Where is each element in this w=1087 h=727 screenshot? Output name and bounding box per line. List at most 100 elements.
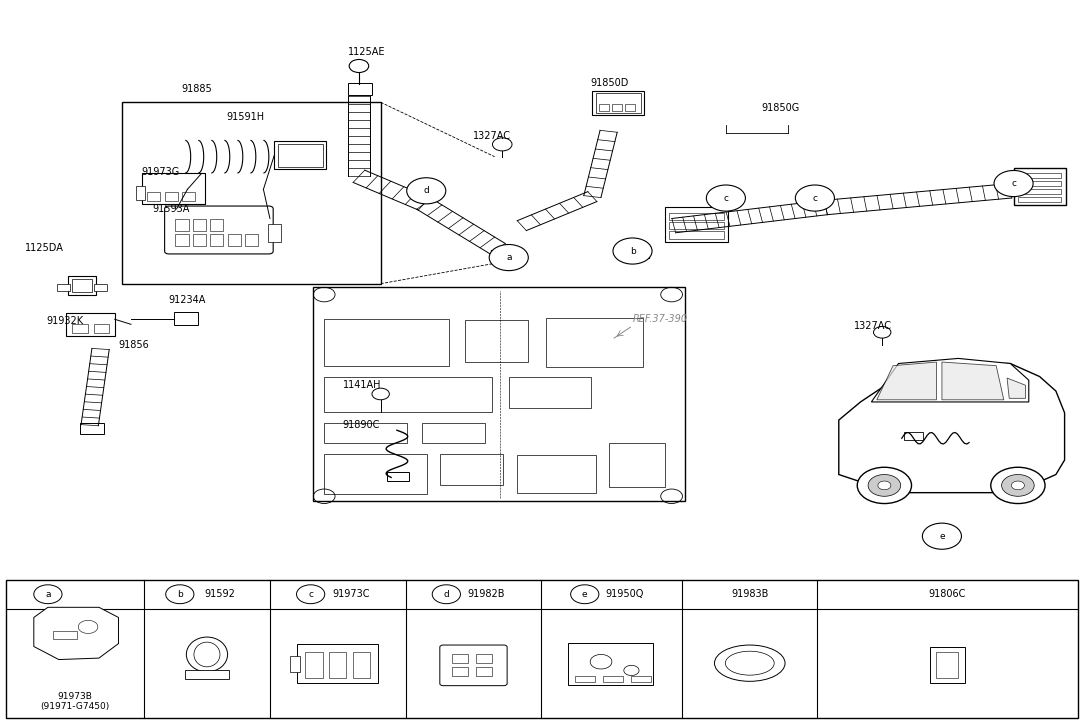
Circle shape (571, 585, 599, 603)
Bar (210, 234, 223, 246)
Bar (66, 313, 115, 336)
Text: 91983B: 91983B (732, 590, 769, 599)
Polygon shape (839, 364, 1064, 493)
Text: b: b (177, 590, 183, 599)
Bar (596, 93, 641, 113)
Text: 1327AC: 1327AC (473, 132, 511, 142)
Bar (267, 224, 280, 241)
Text: 1141AH: 1141AH (342, 380, 382, 390)
Text: 91593A: 91593A (152, 204, 190, 214)
Bar (625, 104, 635, 111)
Bar (210, 219, 223, 230)
Circle shape (34, 585, 62, 603)
Circle shape (990, 467, 1045, 504)
Bar (1017, 196, 1061, 202)
Text: b: b (629, 246, 636, 255)
Text: 91950Q: 91950Q (605, 590, 645, 599)
Circle shape (433, 585, 461, 603)
Bar (387, 473, 409, 481)
Text: 91973G: 91973G (141, 167, 180, 177)
Bar (324, 377, 492, 412)
Bar (452, 667, 468, 676)
Circle shape (1001, 475, 1034, 497)
Bar (227, 234, 240, 246)
Bar (632, 676, 651, 682)
Bar (440, 454, 503, 485)
Text: 1125AE: 1125AE (348, 47, 386, 57)
Bar (622, 244, 649, 258)
Bar (136, 186, 145, 199)
Text: 91890C: 91890C (342, 420, 380, 430)
Bar (324, 454, 427, 494)
Bar (476, 654, 492, 663)
Circle shape (707, 185, 746, 211)
Polygon shape (877, 362, 937, 400)
Bar (175, 219, 188, 230)
Bar (58, 284, 71, 291)
Ellipse shape (186, 637, 227, 672)
Bar (670, 222, 724, 229)
Text: c: c (723, 193, 728, 203)
Bar (324, 318, 449, 366)
Bar (670, 231, 724, 238)
Circle shape (407, 177, 446, 204)
Bar (185, 670, 228, 679)
Bar (930, 647, 965, 683)
Text: 91850D: 91850D (590, 78, 628, 88)
Text: 91856: 91856 (118, 340, 149, 350)
Bar (603, 676, 623, 682)
FancyBboxPatch shape (440, 645, 508, 686)
Bar (612, 104, 622, 111)
Bar (192, 234, 205, 246)
Text: REF.37-390: REF.37-390 (633, 314, 688, 324)
Circle shape (869, 475, 901, 497)
Bar (95, 284, 108, 291)
Bar (575, 676, 595, 682)
Bar (517, 455, 596, 493)
Text: a: a (507, 253, 512, 262)
Text: 91932K: 91932K (47, 316, 84, 326)
Text: c: c (812, 193, 817, 203)
Bar (491, 250, 515, 263)
Bar (182, 192, 195, 201)
Text: 91982B: 91982B (467, 590, 505, 599)
Bar (569, 643, 653, 685)
Bar (73, 324, 88, 333)
Text: 91973C: 91973C (332, 590, 370, 599)
Bar (80, 423, 104, 434)
Bar (476, 667, 492, 676)
Text: 91806C: 91806C (928, 590, 966, 599)
Bar (290, 656, 300, 672)
Text: e: e (939, 531, 945, 541)
Bar (904, 432, 924, 441)
Circle shape (613, 238, 652, 264)
Circle shape (1011, 481, 1024, 490)
Circle shape (994, 171, 1033, 196)
Text: 91591H: 91591H (226, 112, 264, 122)
Bar (599, 104, 609, 111)
Text: 91592: 91592 (204, 590, 236, 599)
Text: c: c (1011, 179, 1016, 188)
Bar (625, 246, 646, 256)
Ellipse shape (714, 645, 785, 681)
Polygon shape (1007, 378, 1025, 398)
Circle shape (489, 244, 528, 270)
Text: d: d (443, 590, 449, 599)
Bar (609, 443, 665, 487)
Bar (329, 651, 347, 678)
Polygon shape (34, 607, 118, 659)
Bar (95, 324, 110, 333)
Circle shape (878, 481, 891, 490)
Bar (1017, 180, 1061, 186)
Bar (313, 287, 685, 502)
Polygon shape (872, 358, 1028, 402)
Bar (7, 579, 1077, 718)
Circle shape (923, 523, 962, 550)
Bar (452, 654, 468, 663)
Bar (665, 206, 728, 241)
Bar (122, 103, 380, 284)
Bar (422, 423, 485, 443)
Text: c: c (308, 590, 313, 599)
Bar (937, 651, 959, 678)
Bar (324, 423, 407, 443)
